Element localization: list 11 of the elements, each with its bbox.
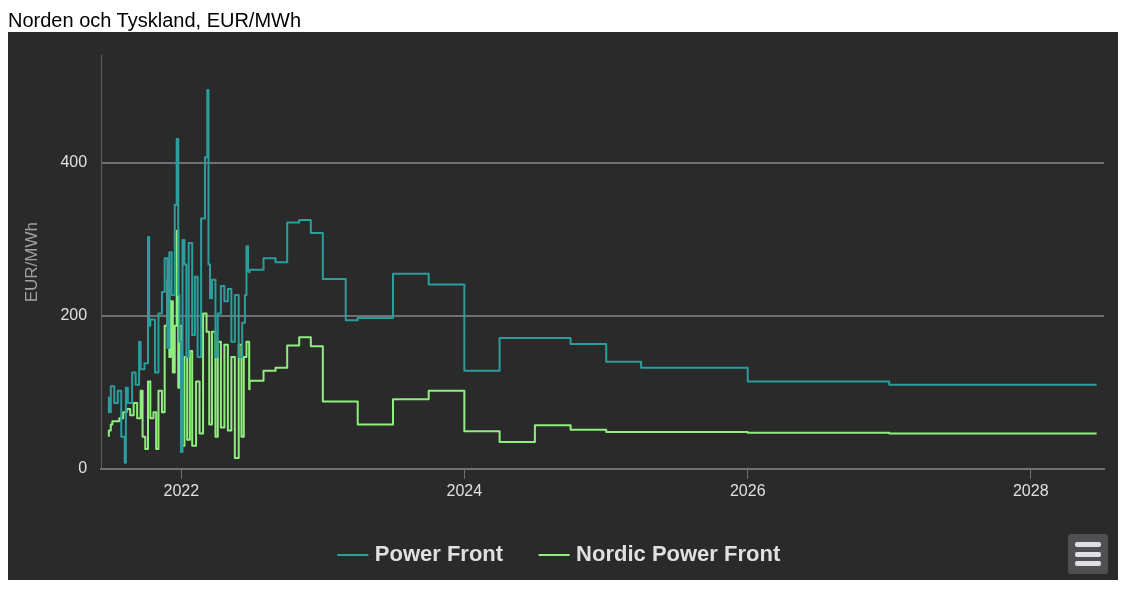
legend-label: Power Front [374,541,504,567]
y-axis-title: EUR/MWh [21,222,41,303]
chart-title: Norden och Tyskland, EUR/MWh [8,8,303,32]
y-tick-label: 400 [60,153,88,171]
y-tick-label: 0 [78,459,88,477]
x-tick-label: 2028 [1012,481,1049,499]
x-tick-label: 2024 [446,481,483,499]
x-tick-label: 2026 [729,481,766,499]
x-tick-label: 2022 [163,481,200,499]
legend-label: Nordic Power Front [576,541,781,567]
y-tick-label: 200 [60,306,88,324]
